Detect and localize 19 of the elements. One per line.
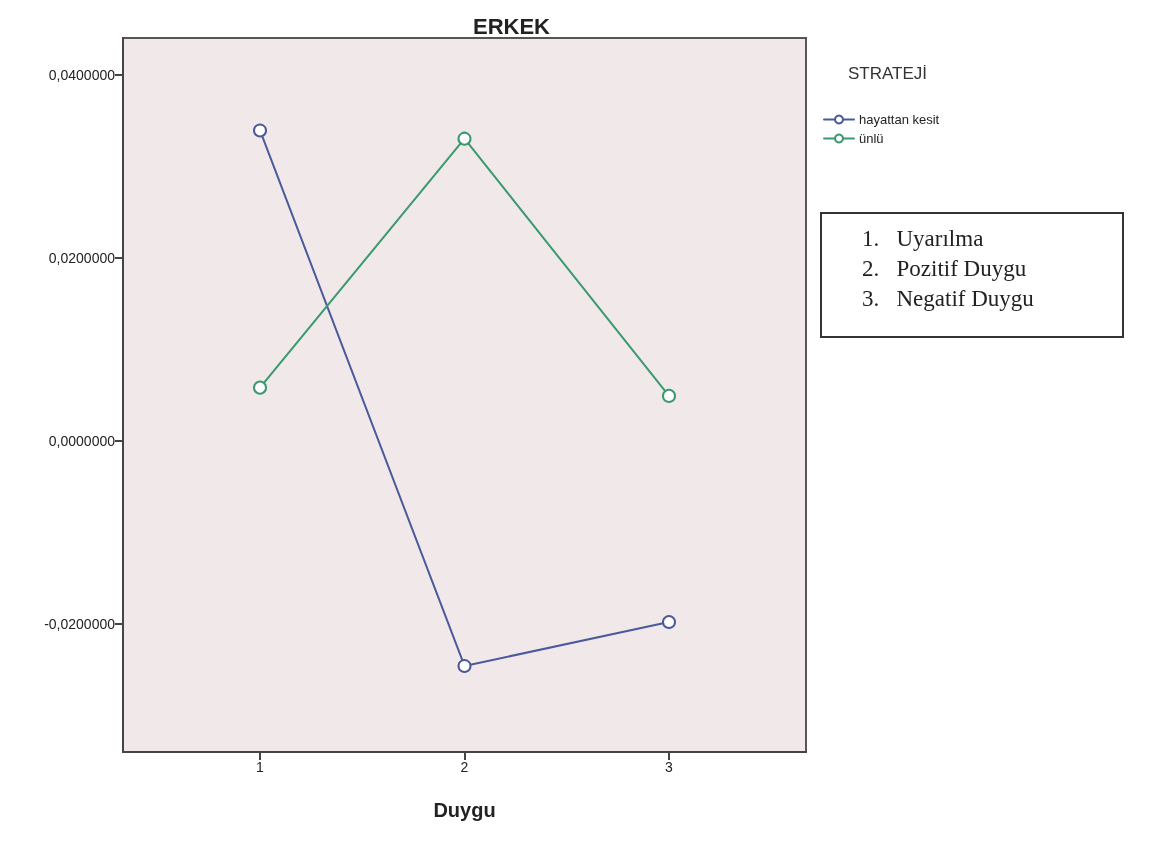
x-tick-label: 3 — [665, 759, 674, 775]
note-box: 1. Uyarılma 2. Pozitif Duygu 3. Negatif Duygu — [820, 212, 1124, 338]
legend-label: hayattan kesit — [859, 112, 940, 127]
point — [662, 615, 676, 630]
chart-title: ERKEK — [473, 13, 551, 39]
point — [457, 658, 472, 673]
point — [253, 123, 268, 138]
point — [457, 131, 472, 146]
point — [253, 380, 268, 395]
x-tick-label: 2 — [460, 759, 469, 775]
y-tick-label: 0,0000000 — [48, 432, 116, 449]
legend-label: ünlü — [859, 131, 884, 146]
legend-title: STRATEJİ — [848, 64, 928, 83]
y-tick-label: 0,0200000 — [48, 249, 116, 266]
point — [662, 388, 676, 403]
y-tick-label: -0,0200000 — [44, 615, 116, 632]
x-axis-title: Duygu — [433, 799, 496, 821]
y-tick-label: 0,0400000 — [48, 66, 116, 83]
x-tick-label: 1 — [256, 759, 265, 775]
